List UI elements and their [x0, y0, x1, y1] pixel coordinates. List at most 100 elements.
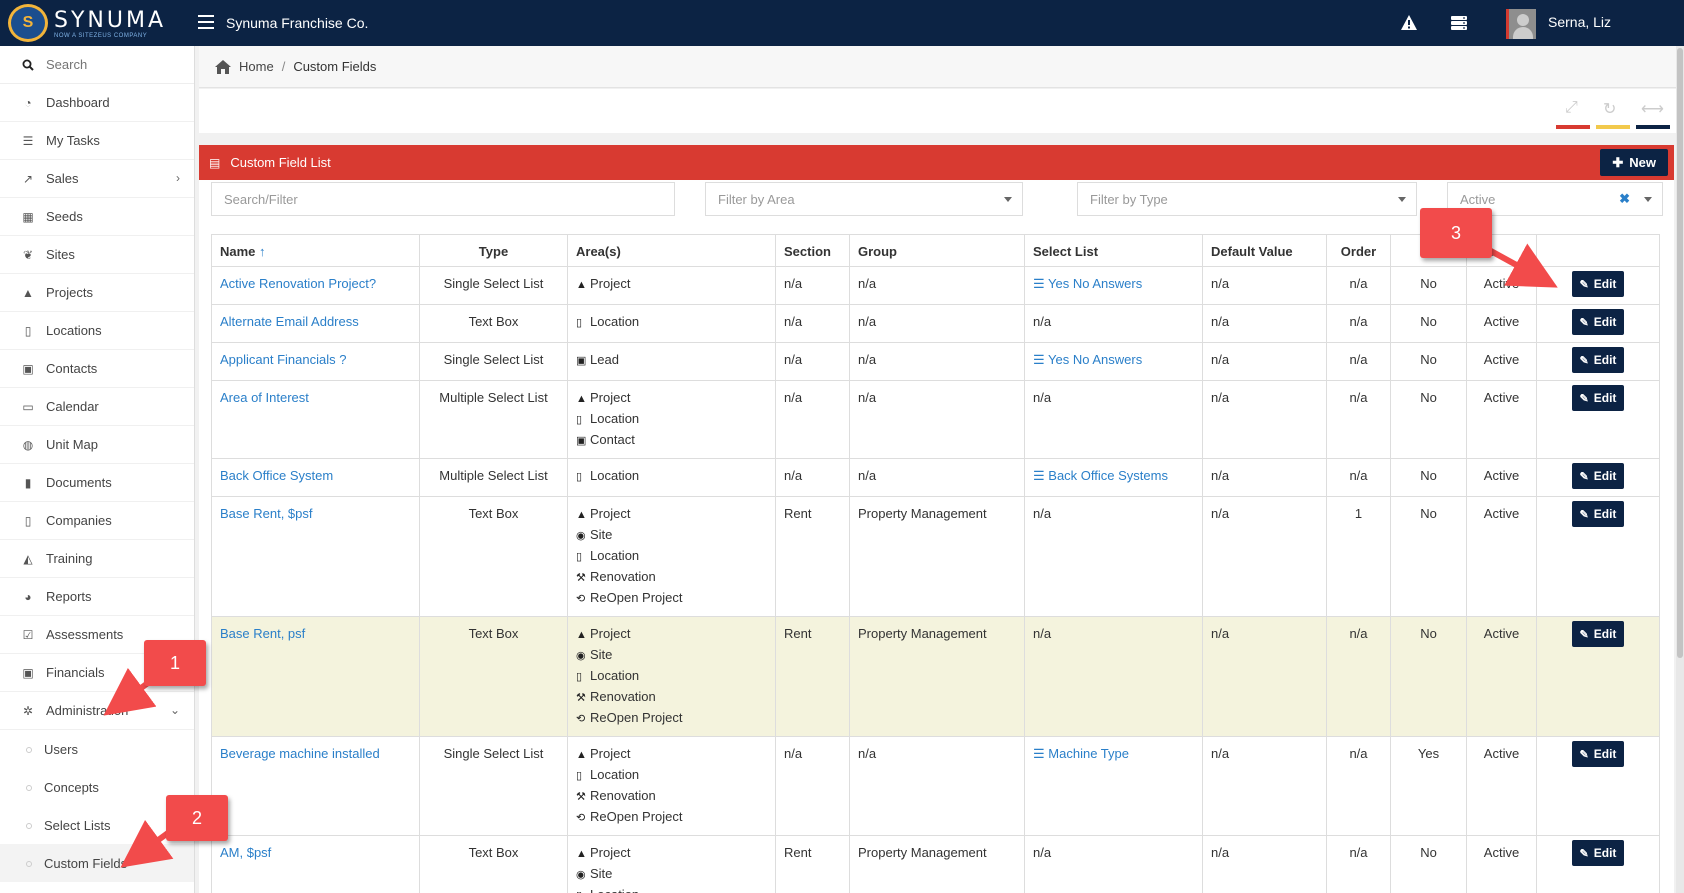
- edit-button[interactable]: ✎ Edit: [1571, 271, 1625, 297]
- edit-button[interactable]: ✎ Edit: [1571, 463, 1625, 489]
- search-filter-input[interactable]: Search/Filter: [211, 182, 675, 216]
- select-list-link[interactable]: ☰ Yes No Answers: [1033, 276, 1142, 291]
- sidebar-item-reports[interactable]: ◕ Reports: [0, 578, 194, 616]
- area-filter-select[interactable]: Filter by Area: [705, 182, 1023, 216]
- sidebar-item-seeds[interactable]: ▦ Seeds: [0, 198, 194, 236]
- refresh-icon[interactable]: ↻: [1603, 101, 1617, 118]
- sidebar-item-label: Training: [46, 551, 93, 566]
- cell-section: n/a: [775, 266, 850, 305]
- sidebar-item-companies[interactable]: ▯ Companies: [0, 502, 194, 540]
- column-header[interactable]: Name ↑: [211, 234, 420, 267]
- status-value: Active: [1483, 390, 1520, 405]
- sort-ascending-icon[interactable]: ↑: [255, 244, 266, 259]
- edit-button[interactable]: ✎ Edit: [1571, 741, 1625, 767]
- field-name-link[interactable]: Base Rent, $psf: [220, 506, 313, 521]
- sidebar-subitem-users[interactable]: Users: [0, 730, 194, 768]
- sidebar-item-contacts[interactable]: ▣ Contacts: [0, 350, 194, 388]
- column-header[interactable]: Select List: [1024, 234, 1203, 267]
- user-name[interactable]: Serna, Liz: [1548, 14, 1612, 30]
- reopen-project-icon: ⟲: [576, 713, 586, 725]
- clear-icon[interactable]: ✖: [1619, 191, 1630, 206]
- field-name-link[interactable]: Base Rent, psf: [220, 626, 306, 641]
- breadcrumb-home[interactable]: Home: [239, 59, 274, 74]
- warning-icon[interactable]: [1400, 14, 1418, 32]
- panel-header: ▤ Custom Field List ✚ New: [199, 145, 1674, 180]
- edit-icon: ✎: [1579, 354, 1589, 367]
- server-icon[interactable]: [1450, 14, 1468, 32]
- sidebar-item-unit-map[interactable]: ◍ Unit Map: [0, 426, 194, 464]
- scrollbar-thumb[interactable]: [1677, 48, 1683, 658]
- column-header[interactable]: Order: [1326, 234, 1391, 267]
- custom-fields-table-container: Name ↑ Type Area(s) Section Group Select List…: [199, 230, 1674, 893]
- sidebar-item-label: Financials: [46, 665, 105, 680]
- column-header[interactable]: Area(s): [567, 234, 776, 267]
- sidebar-item-calendar[interactable]: ▭ Calendar: [0, 388, 194, 426]
- select-list-link[interactable]: ☰ Machine Type: [1033, 746, 1129, 761]
- sidebar-subitem-custom-fields[interactable]: Custom Fields: [0, 844, 194, 882]
- column-header-label: Section: [784, 244, 831, 259]
- edit-button[interactable]: ✎ Edit: [1571, 385, 1625, 411]
- user-avatar[interactable]: [1506, 9, 1536, 39]
- edit-button[interactable]: ✎ Edit: [1571, 347, 1625, 373]
- field-name-link[interactable]: Beverage machine installed: [220, 746, 380, 761]
- cell-required: No: [1390, 616, 1467, 737]
- edit-button[interactable]: ✎ Edit: [1571, 309, 1625, 335]
- sidebar-item-documents[interactable]: ▮ Documents: [0, 464, 194, 502]
- field-name-link[interactable]: AM, $psf: [220, 845, 272, 860]
- sidebar-item-sites[interactable]: ❦ Sites: [0, 236, 194, 274]
- cell-order: n/a: [1326, 342, 1391, 381]
- sidebar-item-assessments[interactable]: ☑ Assessments: [0, 616, 194, 654]
- cell-select-list: ☰ Yes No Answers: [1024, 342, 1203, 381]
- sidebar-item-locations[interactable]: ▯ Locations: [0, 312, 194, 350]
- type-filter-select[interactable]: Filter by Type: [1077, 182, 1417, 216]
- select-list-link[interactable]: ☰ Back Office Systems: [1033, 468, 1168, 483]
- sidebar-subitem-select-lists[interactable]: Select Lists: [0, 806, 194, 844]
- sidebar-item-administration[interactable]: ✲ Administration ⌄: [0, 692, 194, 730]
- column-header[interactable]: [1536, 234, 1660, 267]
- edit-button[interactable]: ✎ Edit: [1571, 621, 1625, 647]
- sidebar-item-my-tasks[interactable]: ☰ My Tasks: [0, 122, 194, 160]
- column-header[interactable]: Type: [419, 234, 568, 267]
- fullscreen-icon[interactable]: ⤢: [1565, 99, 1578, 116]
- sidebar-item-training[interactable]: ◭ Training: [0, 540, 194, 578]
- edit-button[interactable]: ✎ Edit: [1571, 501, 1625, 527]
- breadcrumb-separator: /: [281, 59, 286, 74]
- cell-actions: ✎ Edit: [1536, 616, 1660, 737]
- cell-status: Active: [1466, 342, 1537, 381]
- synuma-logo[interactable]: S SYNUMA NOW A SITEZEUS COMPANY: [8, 4, 188, 42]
- cell-actions: ✎ Edit: [1536, 736, 1660, 836]
- field-name-link[interactable]: Active Renovation Project?: [220, 276, 377, 291]
- field-type: Single Select List: [443, 352, 544, 367]
- sidebar-item-sales[interactable]: ↗ Sales ›: [0, 160, 194, 198]
- field-name-link[interactable]: Applicant Financials ?: [220, 352, 347, 367]
- field-name-link[interactable]: Alternate Email Address: [220, 314, 359, 329]
- column-header[interactable]: Group: [849, 234, 1025, 267]
- edit-button[interactable]: ✎ Edit: [1571, 840, 1625, 866]
- sidebar-search-input[interactable]: [46, 57, 176, 72]
- table-row: Applicant Financials ? Single Select List…: [211, 342, 1660, 381]
- select-list-link[interactable]: ☰ Yes No Answers: [1033, 352, 1142, 367]
- collapse-icon[interactable]: ⟷: [1641, 101, 1664, 118]
- sidebar-item-projects[interactable]: ▲ Projects: [0, 274, 194, 312]
- field-name-link[interactable]: Area of Interest: [220, 390, 309, 405]
- new-button[interactable]: ✚ New: [1600, 149, 1668, 176]
- leaf-icon: ❦: [22, 247, 34, 262]
- column-header[interactable]: Default Value: [1202, 234, 1327, 267]
- sidebar-item-financials[interactable]: ▣ Financials: [0, 654, 194, 692]
- cell-select-list: n/a: [1024, 380, 1203, 459]
- menu-toggle-icon[interactable]: [198, 15, 214, 29]
- renovation-icon: ⚒: [576, 692, 586, 704]
- type-filter-placeholder: Filter by Type: [1090, 191, 1168, 207]
- reopen-project-icon: ⟲: [576, 593, 586, 605]
- list-icon: ☰: [1033, 746, 1049, 761]
- column-header[interactable]: Section: [775, 234, 850, 267]
- list-icon: ☰: [1033, 276, 1049, 291]
- page-scrollbar[interactable]: [1676, 46, 1684, 893]
- panel-title: Custom Field List: [230, 155, 331, 170]
- area-label: ReOpen Project: [590, 710, 683, 725]
- sidebar-item-dashboard[interactable]: ◔ Dashboard: [0, 84, 194, 122]
- area-label: Renovation: [590, 689, 656, 704]
- sidebar-subitem-concepts[interactable]: Concepts: [0, 768, 194, 806]
- field-name-link[interactable]: Back Office System: [220, 468, 334, 483]
